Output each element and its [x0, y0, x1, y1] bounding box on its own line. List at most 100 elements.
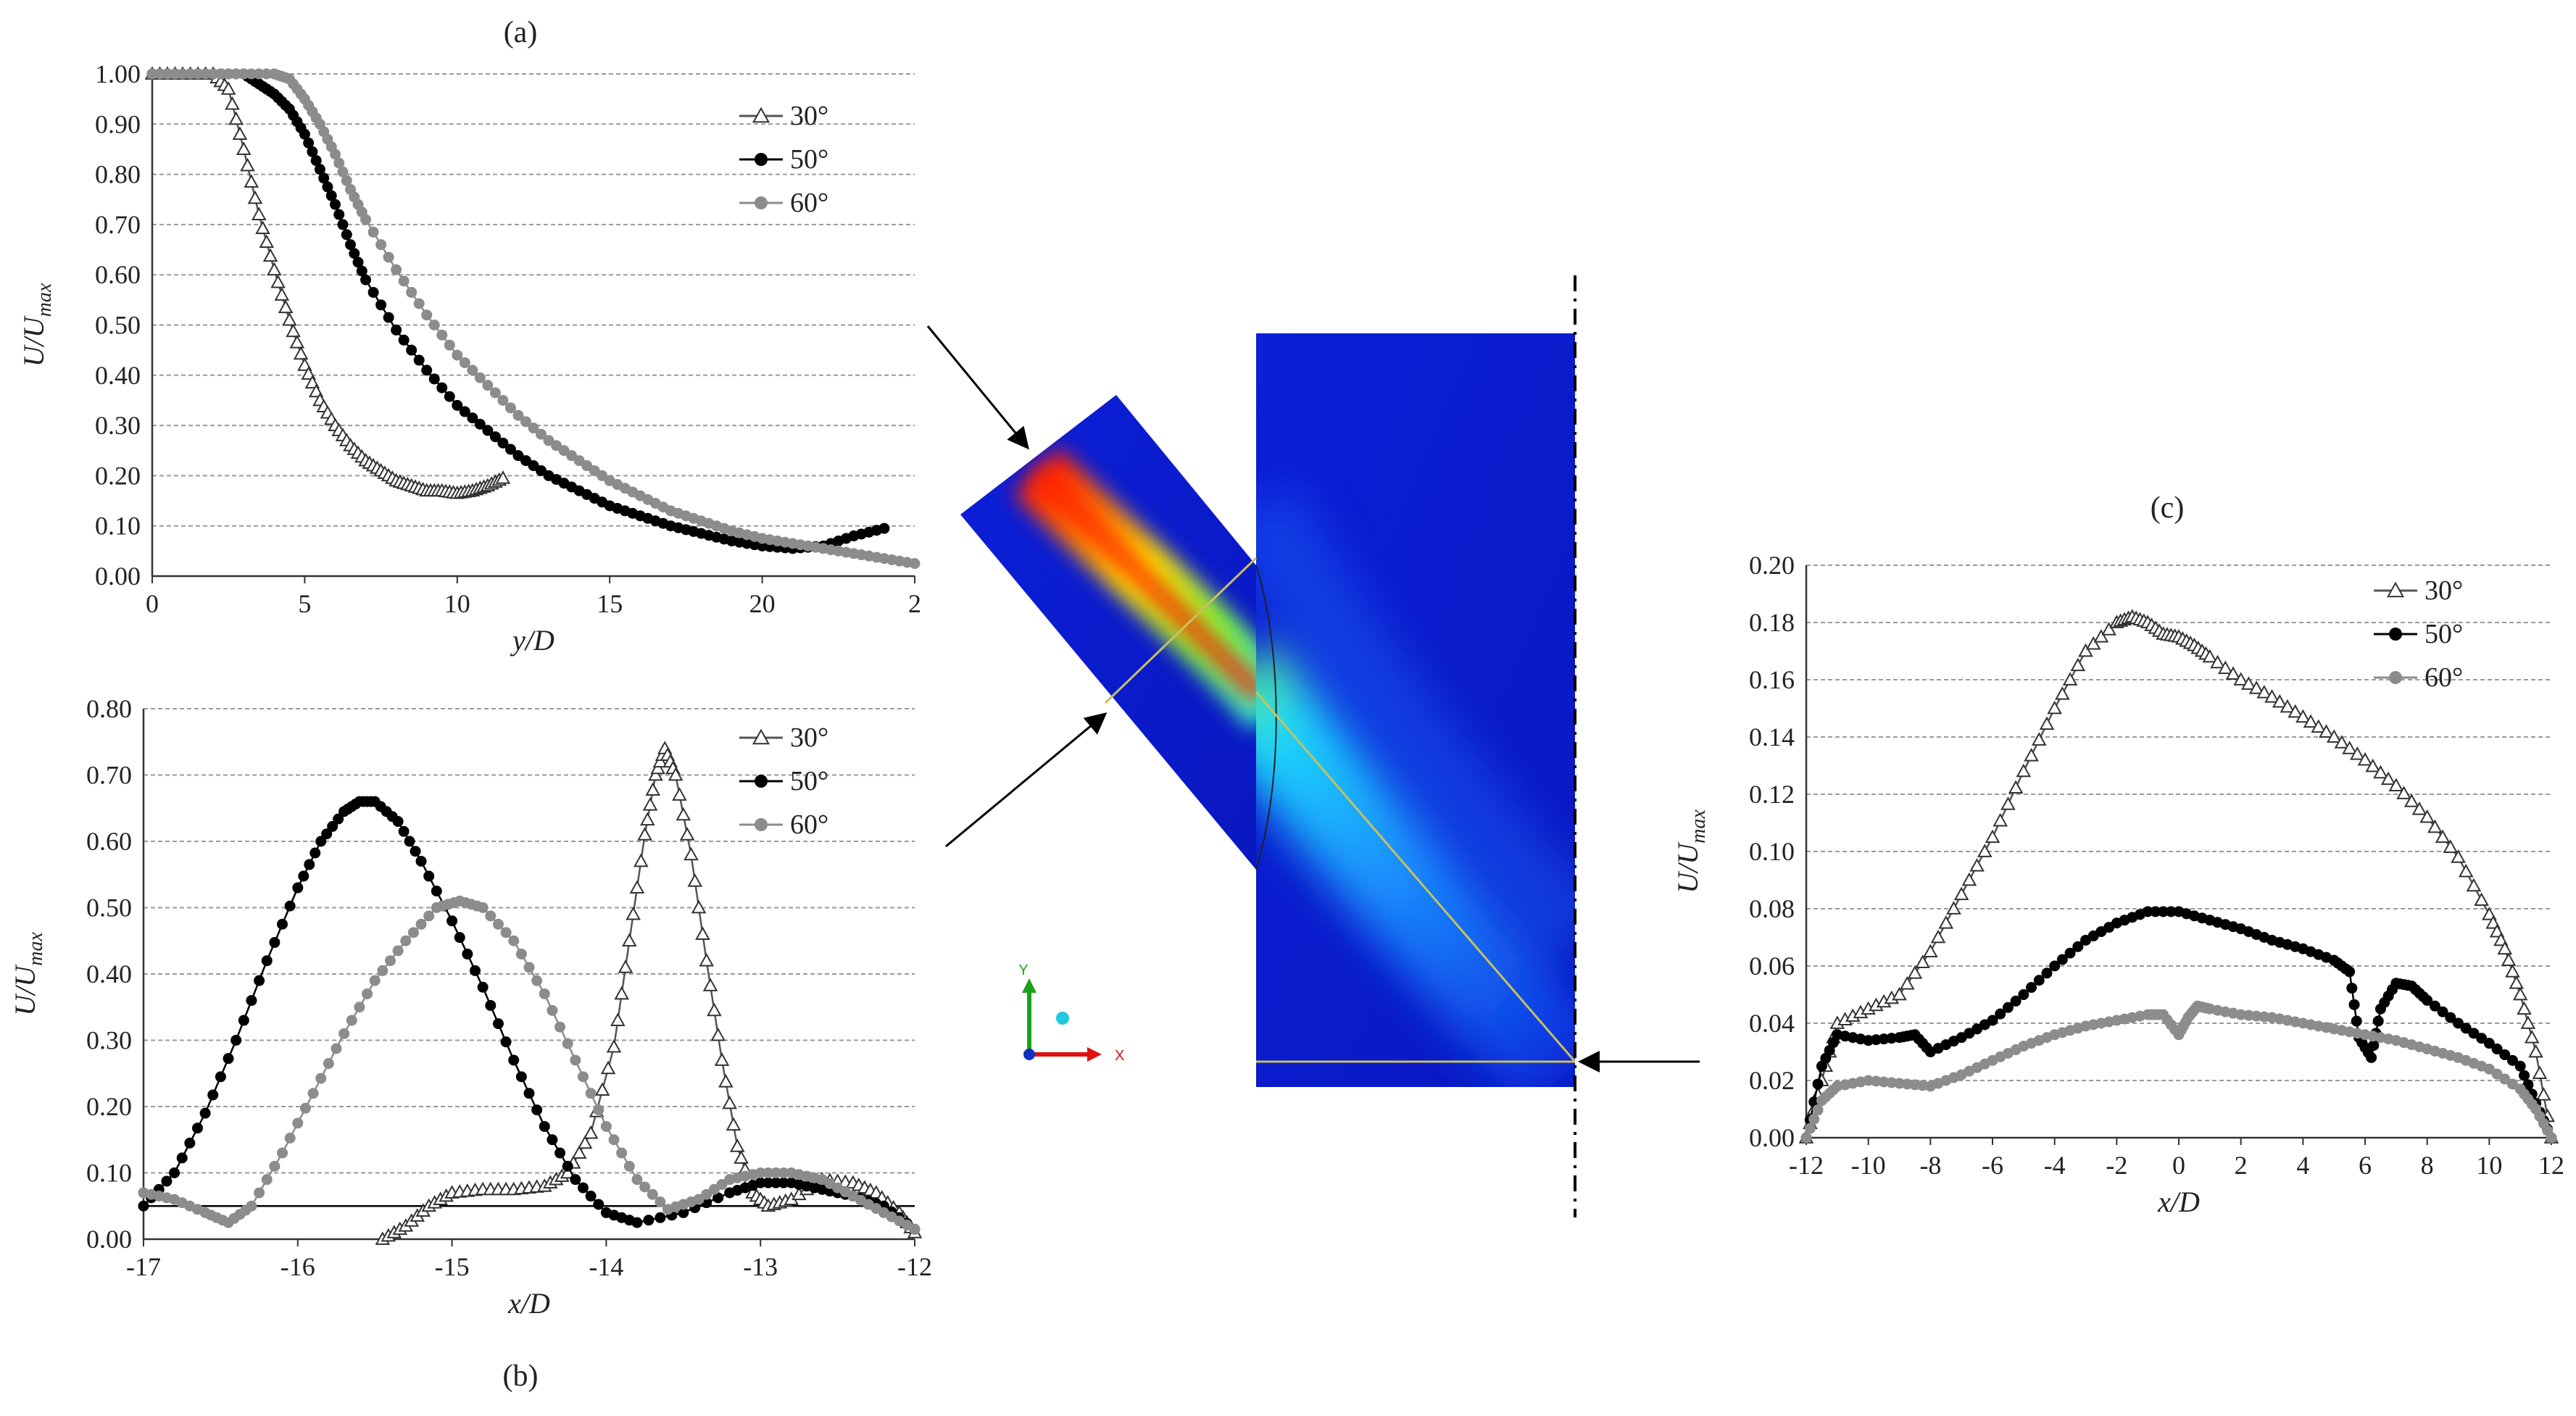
data-point: [571, 1145, 587, 1159]
data-point: [489, 387, 501, 399]
data-point: [240, 157, 255, 172]
data-point: [298, 870, 309, 882]
data-point: [1907, 965, 1923, 979]
data-point: [301, 366, 316, 380]
data-point: [763, 1177, 774, 1188]
data-point: [2437, 1006, 2448, 1017]
data-point: [495, 470, 511, 484]
data-point: [778, 1177, 789, 1188]
data-point: [2474, 892, 2489, 907]
data-point: [2351, 1015, 2362, 1027]
data-point: [626, 906, 641, 920]
data-point: [428, 320, 440, 330]
data-point: [2524, 1030, 2540, 1044]
data-point: [392, 816, 404, 828]
data-point: [1899, 976, 1915, 990]
data-point: [1812, 1104, 1824, 1115]
data-point: [489, 431, 501, 443]
data-point: [508, 1054, 520, 1066]
data-point: [446, 915, 458, 927]
data-point: [2451, 849, 2466, 863]
series-50deg: [138, 796, 921, 1235]
series-50deg: [146, 68, 890, 554]
x-tick-label: -14: [589, 1252, 623, 1281]
y-axis-title: U/Umax: [17, 283, 56, 367]
data-point: [261, 1174, 273, 1186]
data-point: [2422, 994, 2433, 1006]
data-point: [383, 251, 394, 263]
data-point: [2002, 1001, 2014, 1013]
data-point: [2372, 1015, 2384, 1027]
legend-marker: [2386, 581, 2405, 598]
data-point: [2033, 975, 2045, 986]
triad-y-label: Y: [1018, 962, 1028, 978]
data-point: [444, 339, 455, 351]
legend-entry: 50°: [2374, 619, 2463, 649]
data-point: [2334, 735, 2350, 749]
data-point: [2280, 699, 2295, 713]
data-point: [410, 846, 421, 857]
data-point: [266, 262, 282, 276]
legend-entry: 30°: [2374, 575, 2463, 606]
data-point: [642, 796, 658, 811]
data-point: [485, 910, 496, 922]
data-point: [1804, 1123, 1816, 1134]
data-point: [2506, 1078, 2518, 1090]
data-point: [2342, 741, 2357, 754]
data-point: [554, 1021, 566, 1033]
data-point: [315, 1073, 327, 1084]
y-tick-label: 0.40: [86, 959, 132, 988]
data-point: [2482, 907, 2497, 920]
y-tick-label: 0.50: [95, 311, 141, 340]
x-tick-label: 15: [597, 589, 623, 618]
data-point: [2514, 1060, 2526, 1072]
data-point: [2070, 657, 2086, 672]
data-point: [2024, 747, 2039, 762]
x-tick-label: 20: [749, 589, 776, 618]
data-point: [415, 918, 427, 930]
data-point: [637, 827, 652, 841]
data-point: [2348, 999, 2360, 1010]
data-point: [238, 1015, 249, 1026]
x-tick-label: -17: [126, 1252, 161, 1281]
data-point: [593, 1104, 604, 1116]
data-point: [547, 1134, 558, 1146]
x-tick-label: 0: [146, 589, 159, 618]
data-point: [413, 354, 425, 366]
data-point: [333, 209, 345, 220]
data-point: [192, 68, 204, 80]
y-tick-label: 0.18: [1749, 608, 1795, 637]
y-tick-label: 0.50: [86, 894, 132, 923]
data-point: [228, 111, 244, 125]
y-tick-label: 1.00: [95, 59, 141, 88]
data-point: [282, 312, 297, 326]
data-point: [687, 873, 703, 887]
legend-label: 50°: [2425, 619, 2463, 649]
data-point: [327, 820, 338, 832]
data-point: [2468, 1028, 2480, 1039]
data-point: [679, 827, 695, 841]
data-point: [570, 1174, 581, 1186]
data-point: [600, 1060, 616, 1075]
data-point: [2388, 778, 2404, 792]
data-point: [643, 1215, 655, 1226]
data-point: [710, 1027, 726, 1041]
data-point: [2373, 765, 2388, 779]
data-point: [331, 1043, 342, 1054]
data-point: [303, 137, 315, 149]
x-tick-label: -8: [1919, 1151, 1941, 1180]
data-point: [367, 226, 379, 238]
data-point: [223, 68, 234, 80]
data-point: [232, 126, 248, 141]
data-point: [423, 870, 435, 882]
data-point: [254, 975, 265, 986]
data-point: [238, 68, 249, 80]
data-point: [2519, 1070, 2530, 1081]
data-point: [618, 959, 633, 973]
legend-entry: 60°: [739, 809, 828, 840]
data-point: [2264, 689, 2280, 703]
data-point: [333, 157, 345, 169]
data-point: [345, 239, 357, 251]
data-point: [500, 927, 512, 938]
data-point: [554, 1147, 566, 1159]
